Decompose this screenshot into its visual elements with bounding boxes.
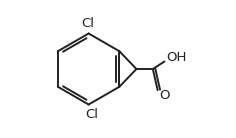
Text: O: O	[159, 89, 169, 102]
Text: Cl: Cl	[85, 108, 98, 121]
Text: OH: OH	[166, 51, 186, 64]
Text: Cl: Cl	[81, 17, 94, 30]
